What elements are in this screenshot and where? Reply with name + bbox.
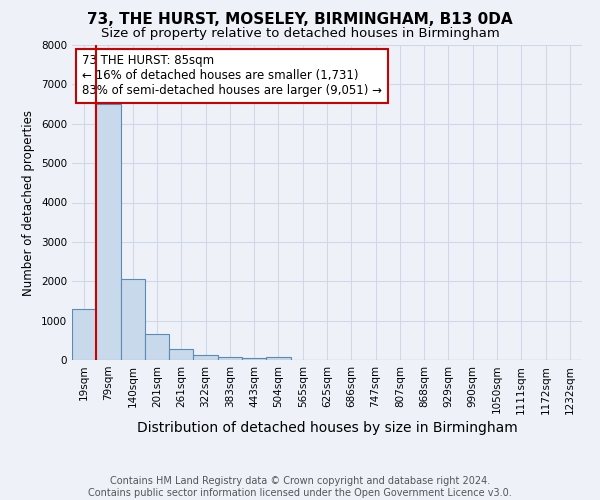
Bar xyxy=(169,349,193,360)
Text: Size of property relative to detached houses in Birmingham: Size of property relative to detached ho… xyxy=(101,28,499,40)
Bar xyxy=(242,358,266,360)
Bar xyxy=(266,357,290,360)
Bar xyxy=(145,334,169,360)
Text: 73 THE HURST: 85sqm
← 16% of detached houses are smaller (1,731)
83% of semi-det: 73 THE HURST: 85sqm ← 16% of detached ho… xyxy=(82,54,382,98)
Bar xyxy=(218,357,242,360)
Bar xyxy=(96,104,121,360)
Text: Contains HM Land Registry data © Crown copyright and database right 2024.
Contai: Contains HM Land Registry data © Crown c… xyxy=(88,476,512,498)
Bar xyxy=(121,280,145,360)
Text: 73, THE HURST, MOSELEY, BIRMINGHAM, B13 0DA: 73, THE HURST, MOSELEY, BIRMINGHAM, B13 … xyxy=(87,12,513,28)
X-axis label: Distribution of detached houses by size in Birmingham: Distribution of detached houses by size … xyxy=(137,420,517,434)
Bar xyxy=(193,356,218,360)
Y-axis label: Number of detached properties: Number of detached properties xyxy=(22,110,35,296)
Bar xyxy=(72,309,96,360)
